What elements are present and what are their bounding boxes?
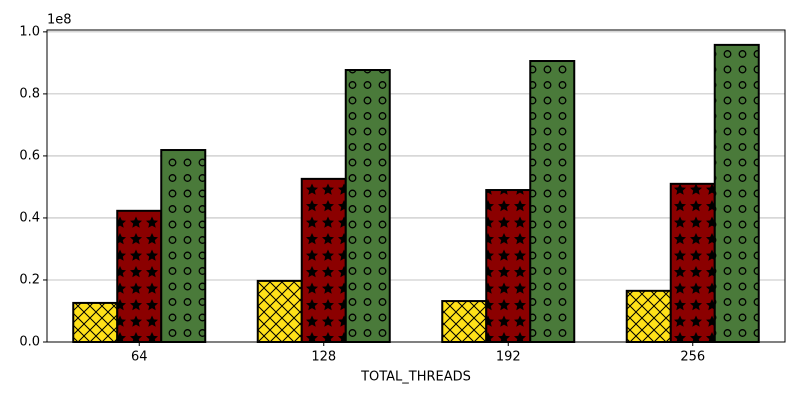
bar-hatch xyxy=(300,177,347,343)
bar-hatch xyxy=(485,189,532,343)
bar-hatch xyxy=(669,182,716,343)
y-tick-label: 0.8 xyxy=(19,86,40,101)
bar-hatch xyxy=(256,279,303,344)
bar-hatch xyxy=(529,60,576,343)
bar-hatch xyxy=(625,289,672,343)
y-tick-label: 0.0 xyxy=(19,335,40,350)
x-tick-label: 128 xyxy=(311,350,336,365)
y-tick-label: 0.2 xyxy=(19,272,40,287)
bar-hatch xyxy=(116,209,163,343)
bar-hatch xyxy=(441,300,488,343)
plot-frame xyxy=(46,29,786,343)
x-axis-label: TOTAL_THREADS xyxy=(360,370,471,385)
bar-hatch xyxy=(72,301,119,343)
y-tick-label: 0.6 xyxy=(19,148,40,163)
bar-hatch xyxy=(160,149,207,343)
x-tick-label: 256 xyxy=(680,350,705,365)
y-offset-label: 1e8 xyxy=(47,13,72,28)
y-tick-label: 0.4 xyxy=(19,210,40,225)
y-tick-label: 1.0 xyxy=(19,24,40,39)
x-tick-label: 192 xyxy=(496,350,521,365)
x-tick-label: 64 xyxy=(131,350,148,365)
bar-hatch xyxy=(713,43,760,343)
bar-hatch xyxy=(344,69,391,343)
